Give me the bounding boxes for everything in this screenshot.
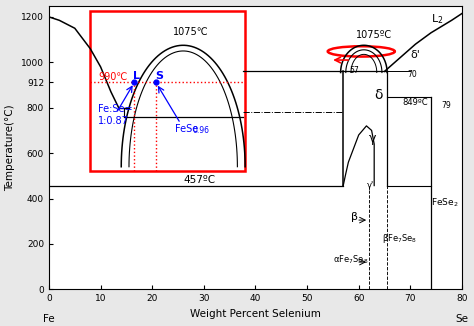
Text: β: β	[351, 212, 358, 222]
Text: γ': γ'	[366, 181, 374, 190]
Text: 457ºC: 457ºC	[183, 175, 215, 185]
Bar	[90, 11, 245, 171]
Text: 70: 70	[408, 70, 418, 79]
Y-axis label: Temperature(°C): Temperature(°C)	[6, 104, 16, 191]
Text: δ: δ	[374, 88, 383, 102]
Text: FeSe: FeSe	[175, 124, 199, 134]
Text: S: S	[155, 71, 163, 81]
Text: αFe$_7$Se$_8$: αFe$_7$Se$_8$	[333, 253, 368, 266]
Text: L: L	[133, 71, 140, 81]
Text: 79: 79	[441, 101, 451, 110]
Text: Fe:Se=
1:0.87: Fe:Se= 1:0.87	[98, 104, 133, 126]
Text: 849ºC: 849ºC	[402, 98, 428, 108]
Text: βFe$_7$Se$_8$: βFe$_7$Se$_8$	[382, 231, 417, 244]
Text: Se: Se	[456, 314, 468, 324]
X-axis label: Weight Percent Selenium: Weight Percent Selenium	[190, 309, 321, 319]
Text: δ': δ'	[410, 50, 420, 60]
Text: 57: 57	[349, 66, 359, 75]
Text: 1075℃: 1075℃	[173, 27, 209, 37]
Text: FeSe$_2$: FeSe$_2$	[431, 196, 458, 209]
Text: γ: γ	[369, 132, 376, 145]
Text: 0.96: 0.96	[192, 126, 210, 135]
Text: 990℃: 990℃	[98, 72, 128, 82]
Text: 1075ºC: 1075ºC	[356, 30, 392, 40]
Text: L$_2$: L$_2$	[431, 13, 443, 26]
Text: Fe: Fe	[43, 314, 55, 324]
